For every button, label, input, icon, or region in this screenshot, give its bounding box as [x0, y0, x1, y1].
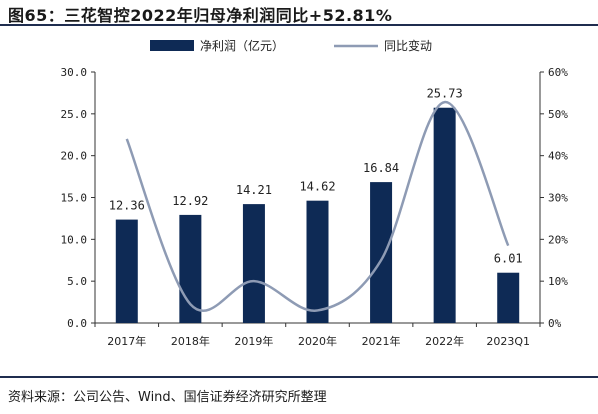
- bar: [370, 182, 393, 323]
- y-tick-label-right: 40%: [548, 150, 568, 163]
- y-tick-label-right: 50%: [548, 108, 568, 121]
- bar-value-label: 16.84: [363, 161, 399, 175]
- bar-value-label: 14.21: [236, 183, 272, 197]
- y-tick-label-left: 30.0: [61, 66, 88, 79]
- x-tick-label: 2018年: [171, 334, 210, 348]
- bar-value-label: 12.92: [172, 194, 208, 208]
- data-labels: 12.36 12.92 14.21 14.62 16.84 25.73 6.01: [109, 87, 523, 266]
- bar-value-label: 25.73: [427, 87, 463, 101]
- y-tick-label-right: 30%: [548, 192, 568, 205]
- y-tick-label-left: 5.0: [67, 275, 87, 288]
- axes: 0.0 5.0 10.0 15.0 20.0 25.0 30.0 0% 10% 20% 30% 40%…: [61, 66, 569, 348]
- bottom-divider: [0, 376, 598, 378]
- top-divider: [0, 24, 598, 26]
- x-tick-label: 2019年: [234, 334, 273, 348]
- bar: [115, 219, 138, 323]
- y-tick-label-left: 25.0: [61, 108, 88, 121]
- y-tick-label-left: 0.0: [67, 317, 87, 330]
- line-series: [125, 100, 510, 312]
- y-tick-label-right: 60%: [548, 66, 568, 79]
- source-note: 资料来源：公司公告、Wind、国信证券经济研究所整理: [8, 390, 327, 405]
- chart: 净利润（亿元） 同比变动 0.05.010.015.020.025.030.00…: [61, 38, 569, 348]
- legend: 净利润（亿元） 同比变动: [150, 38, 432, 53]
- bar: [497, 272, 520, 323]
- y-tick-label-right: 20%: [548, 233, 568, 246]
- x-tick-label: 2023Q1: [486, 335, 530, 348]
- line-path-yoy: [125, 100, 510, 312]
- y-tick-label-left: 20.0: [61, 150, 88, 163]
- bars: [115, 107, 520, 323]
- y-tick-label-left: 15.0: [61, 192, 88, 205]
- x-tick-label: 2021年: [362, 334, 401, 348]
- bar-value-label: 12.36: [109, 199, 145, 213]
- legend-label-bar: 净利润（亿元）: [200, 38, 284, 53]
- bar-value-label: 6.01: [494, 252, 523, 266]
- chart-title: 图65：三花智控2022年归母净利润同比+52.81%: [8, 6, 393, 25]
- y-tick-label-right: 10%: [548, 275, 568, 288]
- y-tick-label-right: 0%: [548, 317, 562, 330]
- x-tick-label: 2022年: [425, 334, 464, 348]
- bar: [306, 200, 329, 323]
- bar: [242, 204, 265, 323]
- bar-value-label: 14.62: [299, 180, 335, 194]
- legend-swatch-bar: [150, 40, 194, 51]
- bar: [433, 107, 456, 323]
- bar: [179, 214, 202, 323]
- y-tick-label-left: 10.0: [61, 233, 88, 246]
- x-tick-label: 2017年: [107, 334, 146, 348]
- legend-label-line: 同比变动: [384, 38, 432, 53]
- x-tick-label: 2020年: [298, 334, 337, 348]
